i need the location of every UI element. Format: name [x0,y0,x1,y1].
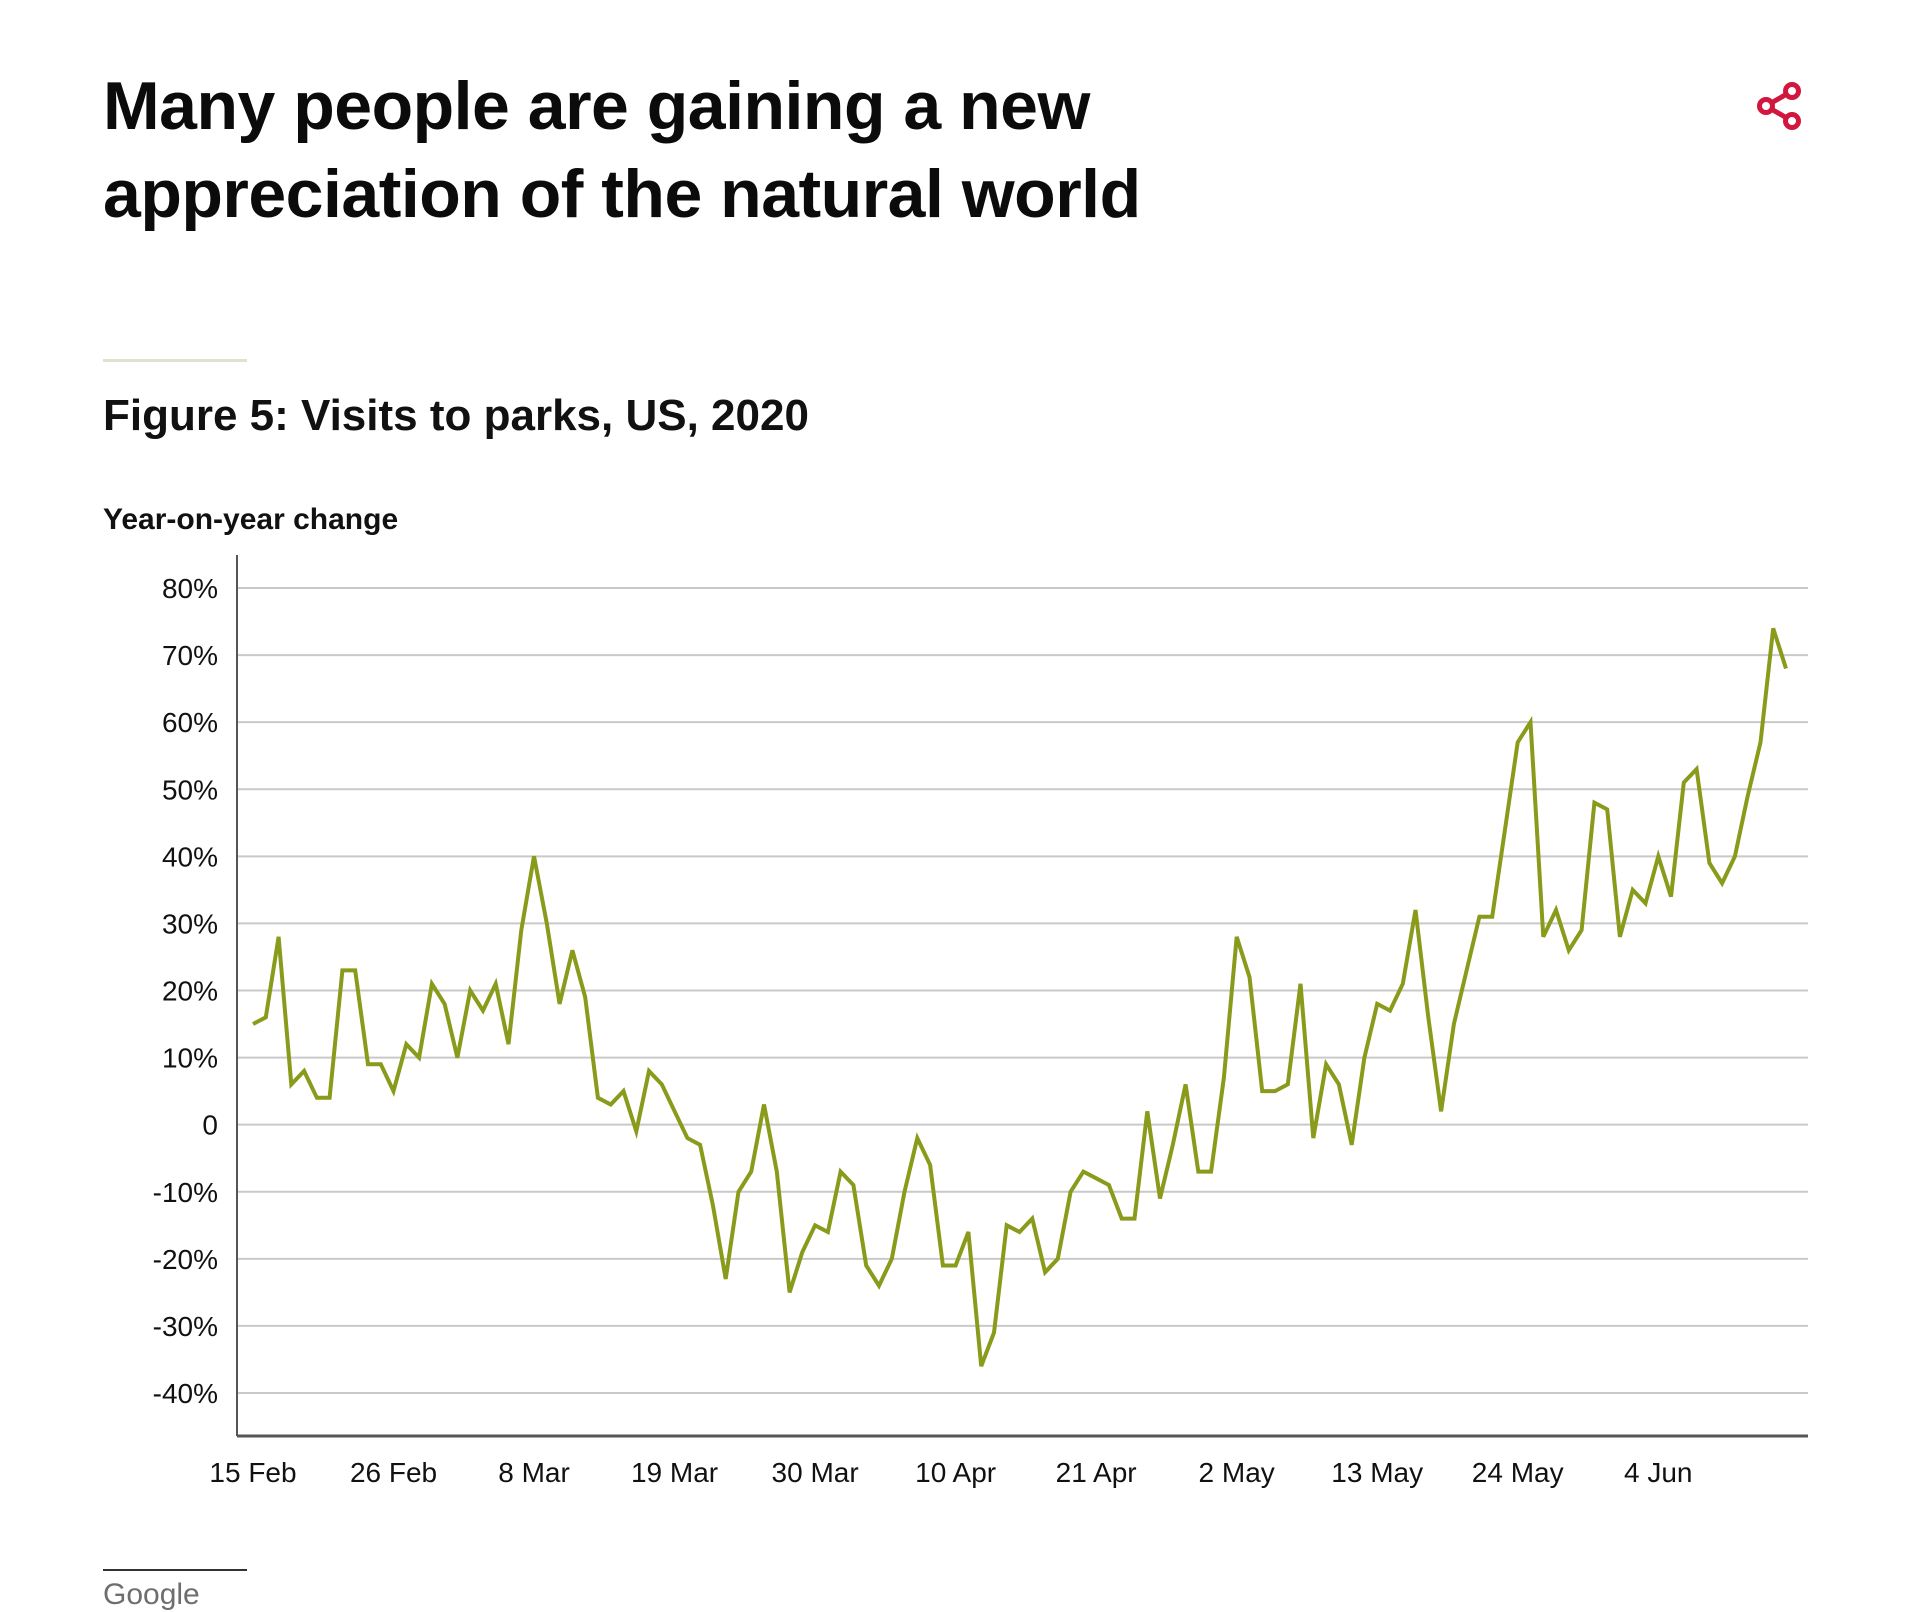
share-button[interactable] [1752,78,1808,134]
y-tick-label: 0 [202,1110,218,1141]
x-tick-label: 21 Apr [1056,1457,1137,1488]
y-tick-label: 60% [162,707,218,738]
x-tick-label: 30 Mar [772,1457,859,1488]
y-tick-label: -20% [153,1244,218,1275]
divider-top [103,359,247,362]
figure-title: Figure 5: Visits to parks, US, 2020 [103,391,809,440]
x-tick-label: 13 May [1331,1457,1423,1488]
y-tick-label: -40% [153,1378,218,1409]
y-tick-label: -30% [153,1311,218,1342]
x-tick-label: 19 Mar [631,1457,718,1488]
x-tick-label: 4 Jun [1624,1457,1693,1488]
x-tick-label: 8 Mar [498,1457,570,1488]
x-tick-label: 2 May [1199,1457,1275,1488]
headline: Many people are gaining a new appreciati… [103,68,1141,232]
y-tick-label: 30% [162,908,218,939]
source-label: Google [103,1578,200,1611]
share-icon [1757,82,1801,130]
series-line [252,627,1788,1367]
y-tick-label: 40% [162,841,218,872]
x-tick-label: 15 Feb [209,1457,296,1488]
y-axis-label: Year-on-year change [103,503,399,536]
y-tick-label: 80% [162,573,218,604]
y-tick-label: -10% [153,1177,218,1208]
y-tick-label: 50% [162,774,218,805]
y-tick-label: 10% [162,1043,218,1074]
y-tick-label: 20% [162,976,218,1007]
line-chart: 80% 70% 60% 50% 40% 30% 20% 10% 0 -10% -20% -30% -40… [153,555,1808,1488]
x-tick-label: 10 Apr [915,1457,996,1488]
y-tick-label: 70% [162,640,218,671]
x-tick-label: 26 Feb [350,1457,437,1488]
x-tick-label: 24 May [1472,1457,1564,1488]
divider-bottom [103,1569,247,1571]
